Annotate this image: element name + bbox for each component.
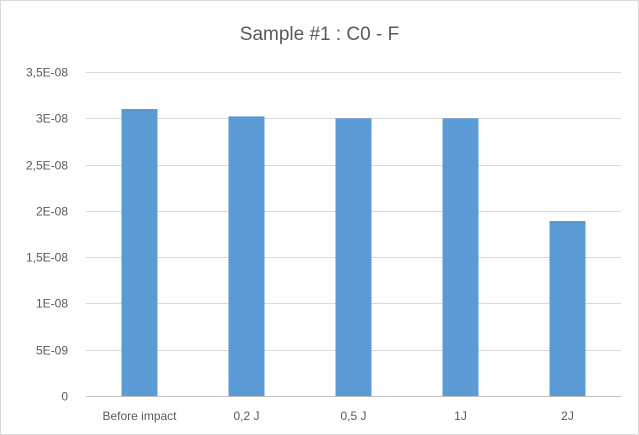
y-tick-label: 1,5E-08 (26, 251, 68, 265)
y-tick-label: 0 (61, 390, 68, 404)
y-tick-label: 5E-09 (36, 344, 68, 358)
y-tick-label: 3E-08 (36, 112, 68, 126)
y-tick-label: 2E-08 (36, 205, 68, 219)
x-tick-label: Before impact (102, 409, 177, 423)
bar (228, 116, 265, 397)
bar (442, 118, 479, 397)
chart-title: Sample #1 : C0 - F (239, 24, 400, 45)
bar (549, 221, 586, 396)
x-tick-label: 0,5 J (340, 409, 366, 423)
y-tick-label: 2,5E-08 (26, 159, 68, 173)
y-tick-label: 3,5E-08 (26, 66, 68, 80)
bar (335, 118, 372, 397)
x-tick-label: 1J (454, 409, 467, 423)
y-tick-label: 1E-08 (36, 297, 68, 311)
x-tick-label: 0,2 J (233, 409, 259, 423)
x-tick-label: 2J (561, 409, 574, 423)
bar (121, 109, 158, 396)
